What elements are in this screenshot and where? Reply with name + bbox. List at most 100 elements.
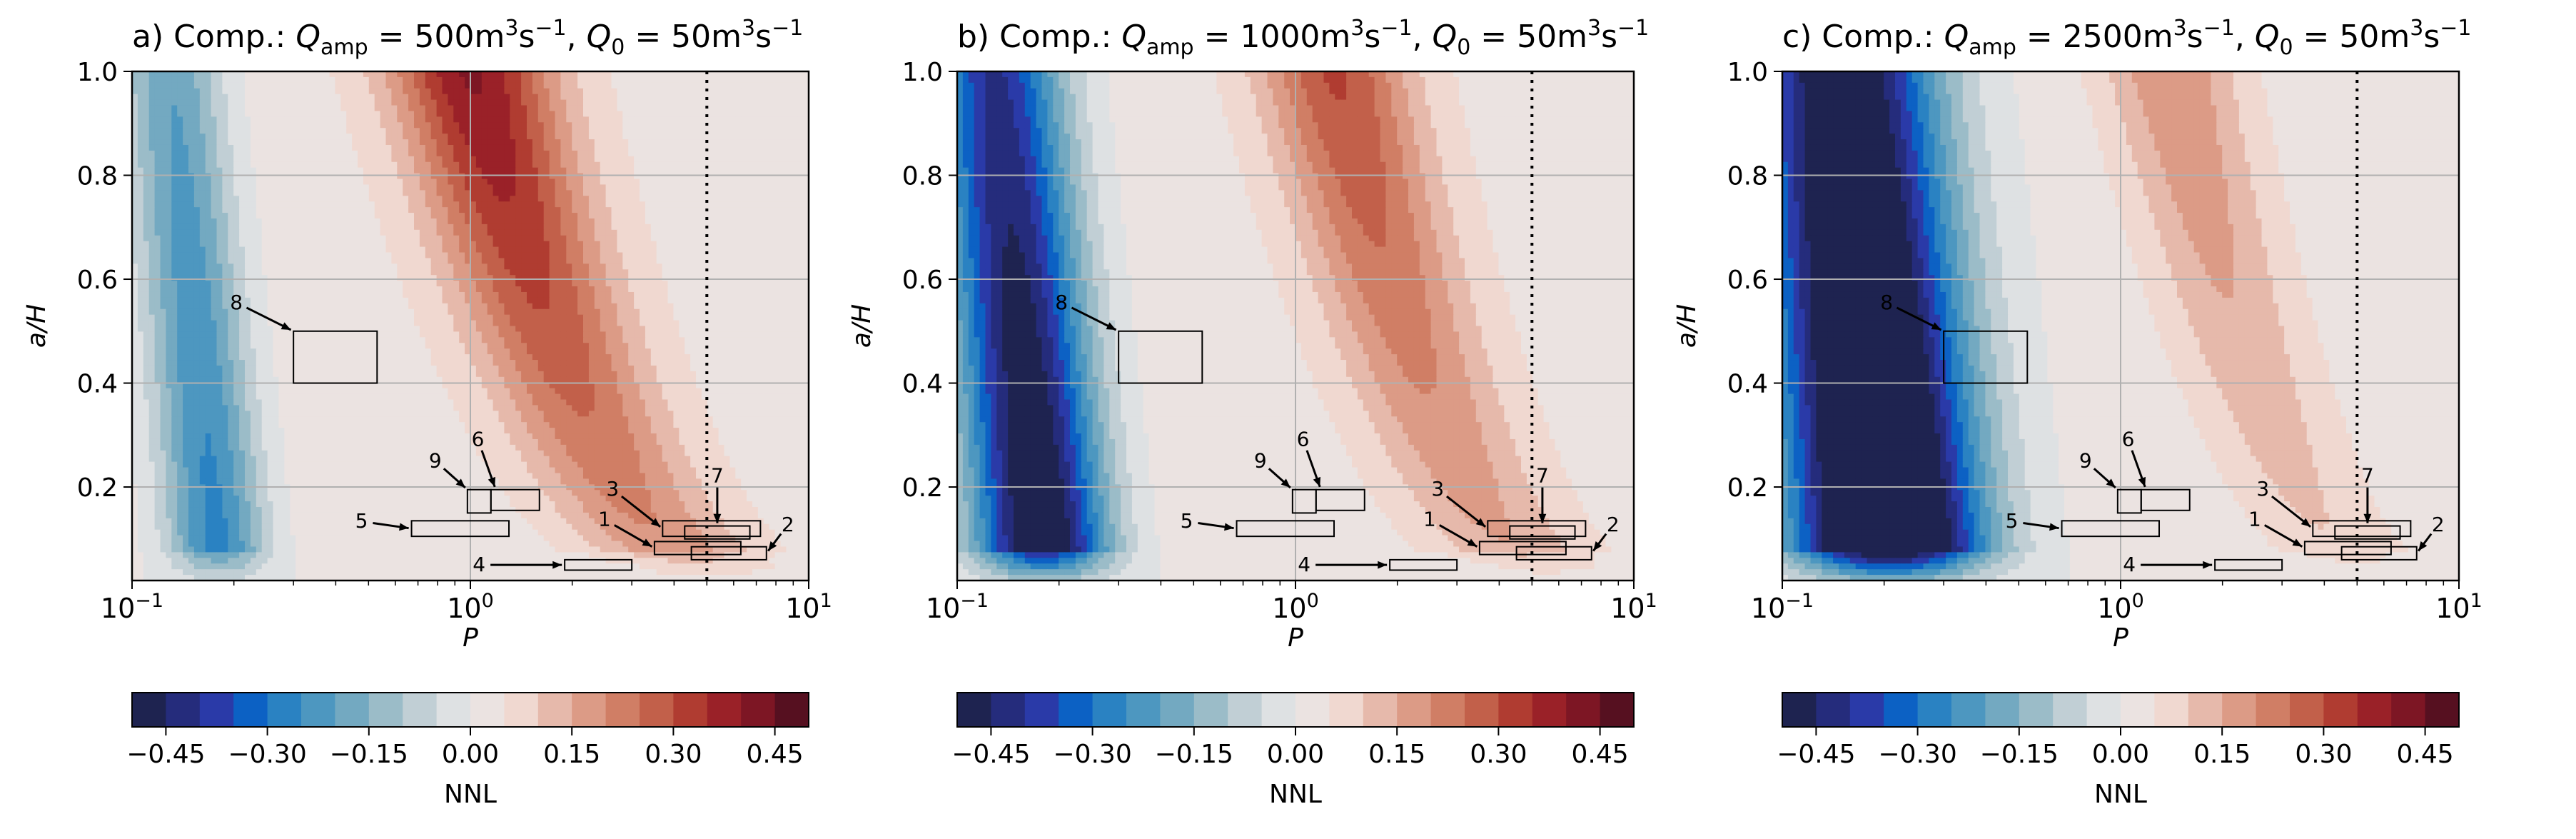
contour-cell xyxy=(374,258,381,264)
contour-cell xyxy=(143,190,150,196)
contour-cell xyxy=(747,173,753,180)
contour-cell xyxy=(256,116,263,123)
contour-cell xyxy=(537,303,545,310)
contour-cell xyxy=(368,150,375,157)
contour-cell xyxy=(160,196,166,202)
contour-cell xyxy=(498,291,505,298)
contour-cell xyxy=(735,269,742,276)
contour-cell xyxy=(448,184,454,191)
contour-cell xyxy=(628,286,635,293)
contour-cell xyxy=(634,76,640,84)
contour-cell xyxy=(188,241,195,248)
contour-cell xyxy=(527,235,533,242)
contour-cell xyxy=(685,179,691,186)
contour-cell xyxy=(284,173,291,180)
contour-cell xyxy=(148,184,156,191)
contour-cell xyxy=(278,99,285,106)
contour-cell xyxy=(493,134,500,140)
contour-cell xyxy=(374,134,381,140)
contour-cell xyxy=(436,134,443,140)
contour-cell xyxy=(465,94,471,101)
contour-cell xyxy=(442,207,448,213)
contour-cell xyxy=(205,76,212,84)
contour-cell xyxy=(566,218,572,225)
contour-cell xyxy=(763,275,770,281)
contour-cell xyxy=(352,150,358,157)
contour-cell xyxy=(718,190,725,196)
contour-cell xyxy=(419,303,426,310)
contour-cell xyxy=(256,229,263,236)
contour-cell xyxy=(256,286,263,293)
contour-cell xyxy=(718,144,725,151)
contour-cell xyxy=(414,116,420,123)
contour-cell xyxy=(199,99,206,106)
contour-cell xyxy=(368,223,375,231)
contour-cell xyxy=(380,150,387,157)
contour-cell xyxy=(211,139,218,146)
contour-cell xyxy=(741,229,747,236)
contour-cell xyxy=(679,281,685,287)
contour-cell xyxy=(543,207,550,213)
contour-cell xyxy=(363,235,370,242)
contour-cell xyxy=(510,223,516,231)
contour-cell xyxy=(560,269,567,276)
contour-cell xyxy=(250,94,257,101)
contour-cell xyxy=(397,303,403,310)
contour-cell xyxy=(707,150,714,157)
contour-cell xyxy=(797,207,804,213)
contour-cell xyxy=(504,184,510,191)
contour-cell xyxy=(233,258,240,264)
contour-cell xyxy=(493,179,500,186)
contour-cell xyxy=(780,213,787,219)
contour-cell xyxy=(611,156,617,163)
contour-cell xyxy=(397,223,403,231)
contour-cell xyxy=(588,82,595,89)
contour-cell xyxy=(774,128,782,134)
contour-cell xyxy=(250,213,257,219)
contour-cell xyxy=(729,252,736,259)
contour-cell xyxy=(650,263,657,270)
contour-cell xyxy=(171,297,178,304)
contour-cell xyxy=(650,179,657,186)
contour-cell xyxy=(510,94,516,101)
contour-cell xyxy=(707,116,714,123)
contour-cell xyxy=(430,223,438,231)
contour-cell xyxy=(160,179,166,186)
contour-cell xyxy=(380,128,387,134)
contour-cell xyxy=(408,207,415,213)
contour-cell xyxy=(329,156,335,163)
contour-cell xyxy=(481,281,488,287)
contour-cell xyxy=(403,116,409,123)
contour-cell xyxy=(459,105,465,112)
contour-cell xyxy=(543,229,550,236)
contour-cell xyxy=(685,201,691,208)
contour-cell xyxy=(521,167,527,174)
contour-cell xyxy=(696,179,702,186)
contour-cell xyxy=(284,297,291,304)
contour-cell xyxy=(465,173,471,180)
contour-cell xyxy=(148,252,156,259)
contour-cell xyxy=(656,229,663,236)
contour-cell xyxy=(572,128,578,134)
contour-cell xyxy=(211,223,218,231)
contour-cell xyxy=(453,229,460,236)
contour-cell xyxy=(611,122,617,129)
contour-cell xyxy=(797,128,804,134)
contour-cell xyxy=(335,207,341,213)
contour-cell xyxy=(487,213,494,219)
contour-cell xyxy=(177,139,183,146)
contour-cell xyxy=(611,223,617,231)
contour-cell xyxy=(425,111,432,117)
contour-cell xyxy=(340,179,347,186)
contour-cell xyxy=(419,213,426,219)
contour-cell xyxy=(301,263,308,270)
contour-cell xyxy=(475,173,483,180)
contour-cell xyxy=(735,167,742,174)
contour-cell xyxy=(707,297,714,304)
contour-cell xyxy=(414,76,420,84)
contour-cell xyxy=(679,76,685,84)
contour-cell xyxy=(628,116,635,123)
contour-cell xyxy=(640,252,646,259)
contour-cell xyxy=(735,235,742,242)
contour-cell xyxy=(267,88,274,95)
